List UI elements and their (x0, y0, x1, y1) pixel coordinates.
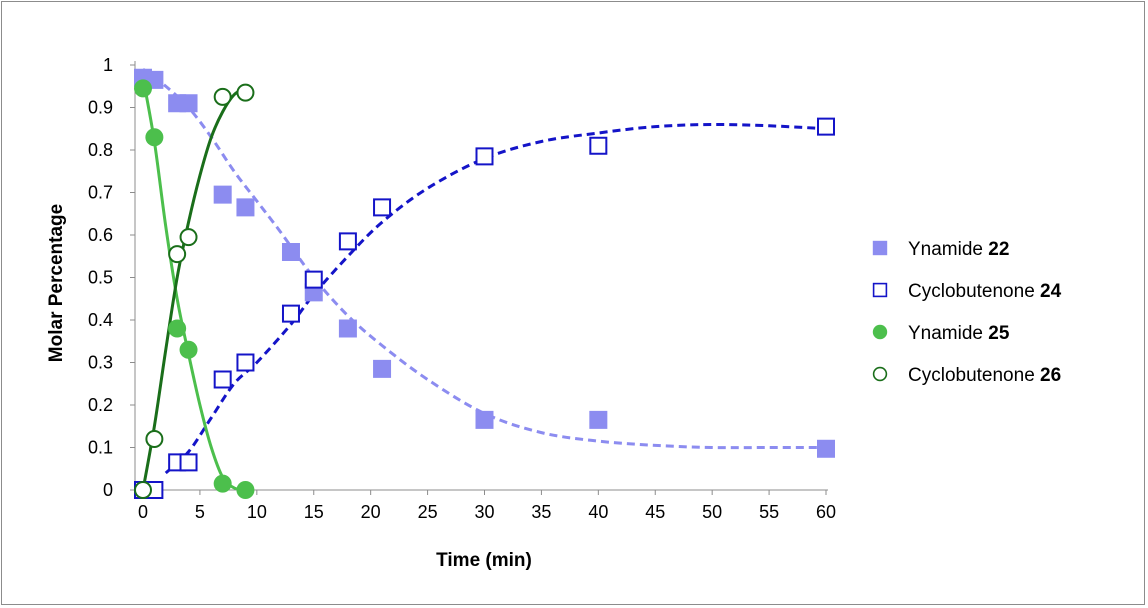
x-tick-label: 60 (816, 502, 836, 522)
legend-marker-24 (872, 282, 888, 298)
x-tick-label: 55 (759, 502, 779, 522)
series-25-point (236, 481, 255, 499)
series-22-fit-line (142, 68, 826, 450)
y-tick-label: 0.1 (88, 438, 113, 458)
y-tick-label: 0.5 (88, 268, 113, 288)
series-22-point (817, 439, 835, 458)
series-22-point (236, 198, 255, 217)
series-24-point (304, 270, 323, 289)
legend-marker-22 (872, 240, 888, 256)
series-25-point (134, 79, 152, 98)
y-tick-label: 0.2 (88, 395, 113, 415)
x-tick-label: 20 (361, 502, 381, 522)
x-tick-label: 40 (588, 502, 608, 522)
y-tick-label: 0.4 (88, 310, 113, 330)
series-26-point (168, 245, 187, 264)
y-tick-label: 1 (103, 55, 113, 75)
series-25-point (168, 319, 187, 338)
x-tick-label: 15 (304, 502, 324, 522)
series-24-fit-line (164, 122, 827, 475)
x-tick-label: 30 (474, 502, 494, 522)
legend-label-25: Ynamide 25 (908, 323, 1010, 344)
series-25-point (213, 474, 232, 493)
series-26-point (179, 228, 198, 247)
series-24-point (373, 198, 392, 217)
series-24-point (338, 232, 357, 251)
series-24-point (213, 370, 232, 389)
series-22-point (475, 410, 494, 429)
series-24-point (589, 136, 608, 155)
series-24-point (817, 117, 835, 136)
series-26-point (236, 83, 255, 102)
x-axis-title: Time (min) (436, 550, 532, 571)
series-22-point (589, 410, 608, 429)
series-24-point (281, 304, 300, 323)
legend-marker-26 (872, 366, 888, 382)
series-24-point (179, 453, 198, 472)
x-tick-label: 35 (531, 502, 551, 522)
series-22-point (179, 94, 198, 113)
y-tick-label: 0.9 (88, 98, 113, 118)
series-24-point (236, 353, 255, 372)
series-22-point (373, 359, 392, 378)
x-tick-label: 10 (247, 502, 267, 522)
y-tick-label: 0.8 (88, 140, 113, 160)
legend-label-22: Ynamide 22 (908, 239, 1009, 260)
legend: Ynamide 22 Cyclobutenone 24 Ynamide 25 Cycl… (872, 239, 1062, 386)
y-axis-title: Molar Percentage (46, 204, 67, 362)
plot-area: 0 5 10 15 20 25 30 35 40 45 50 55 60 0 0.1 0.2 0.3 0.4 0.5… (88, 55, 836, 522)
x-tick-label: 5 (195, 502, 205, 522)
x-tick-label: 45 (645, 502, 665, 522)
series-26-point (145, 430, 164, 448)
series-26-point (213, 87, 232, 106)
x-tick-label: 25 (418, 502, 438, 522)
y-tick-label: 0.7 (88, 183, 113, 203)
series-24-point (475, 147, 494, 166)
legend-label-24: Cyclobutenone 24 (908, 281, 1062, 302)
x-tick-label: 50 (702, 502, 722, 522)
legend-marker-25 (872, 324, 888, 340)
series-22-point (213, 185, 232, 204)
series-22-point (281, 243, 300, 261)
series-26-fit-line (141, 87, 247, 491)
series-22-point (338, 319, 357, 338)
series-25-point (179, 340, 198, 359)
y-tick-label: 0 (103, 480, 113, 500)
series-26-point (134, 481, 152, 499)
legend-label-26: Cyclobutenone 26 (908, 365, 1061, 386)
y-tick-label: 0.3 (88, 353, 113, 373)
series-25-point (145, 128, 164, 147)
x-tick-label: 0 (138, 502, 148, 522)
y-tick-label: 0.6 (88, 225, 113, 245)
